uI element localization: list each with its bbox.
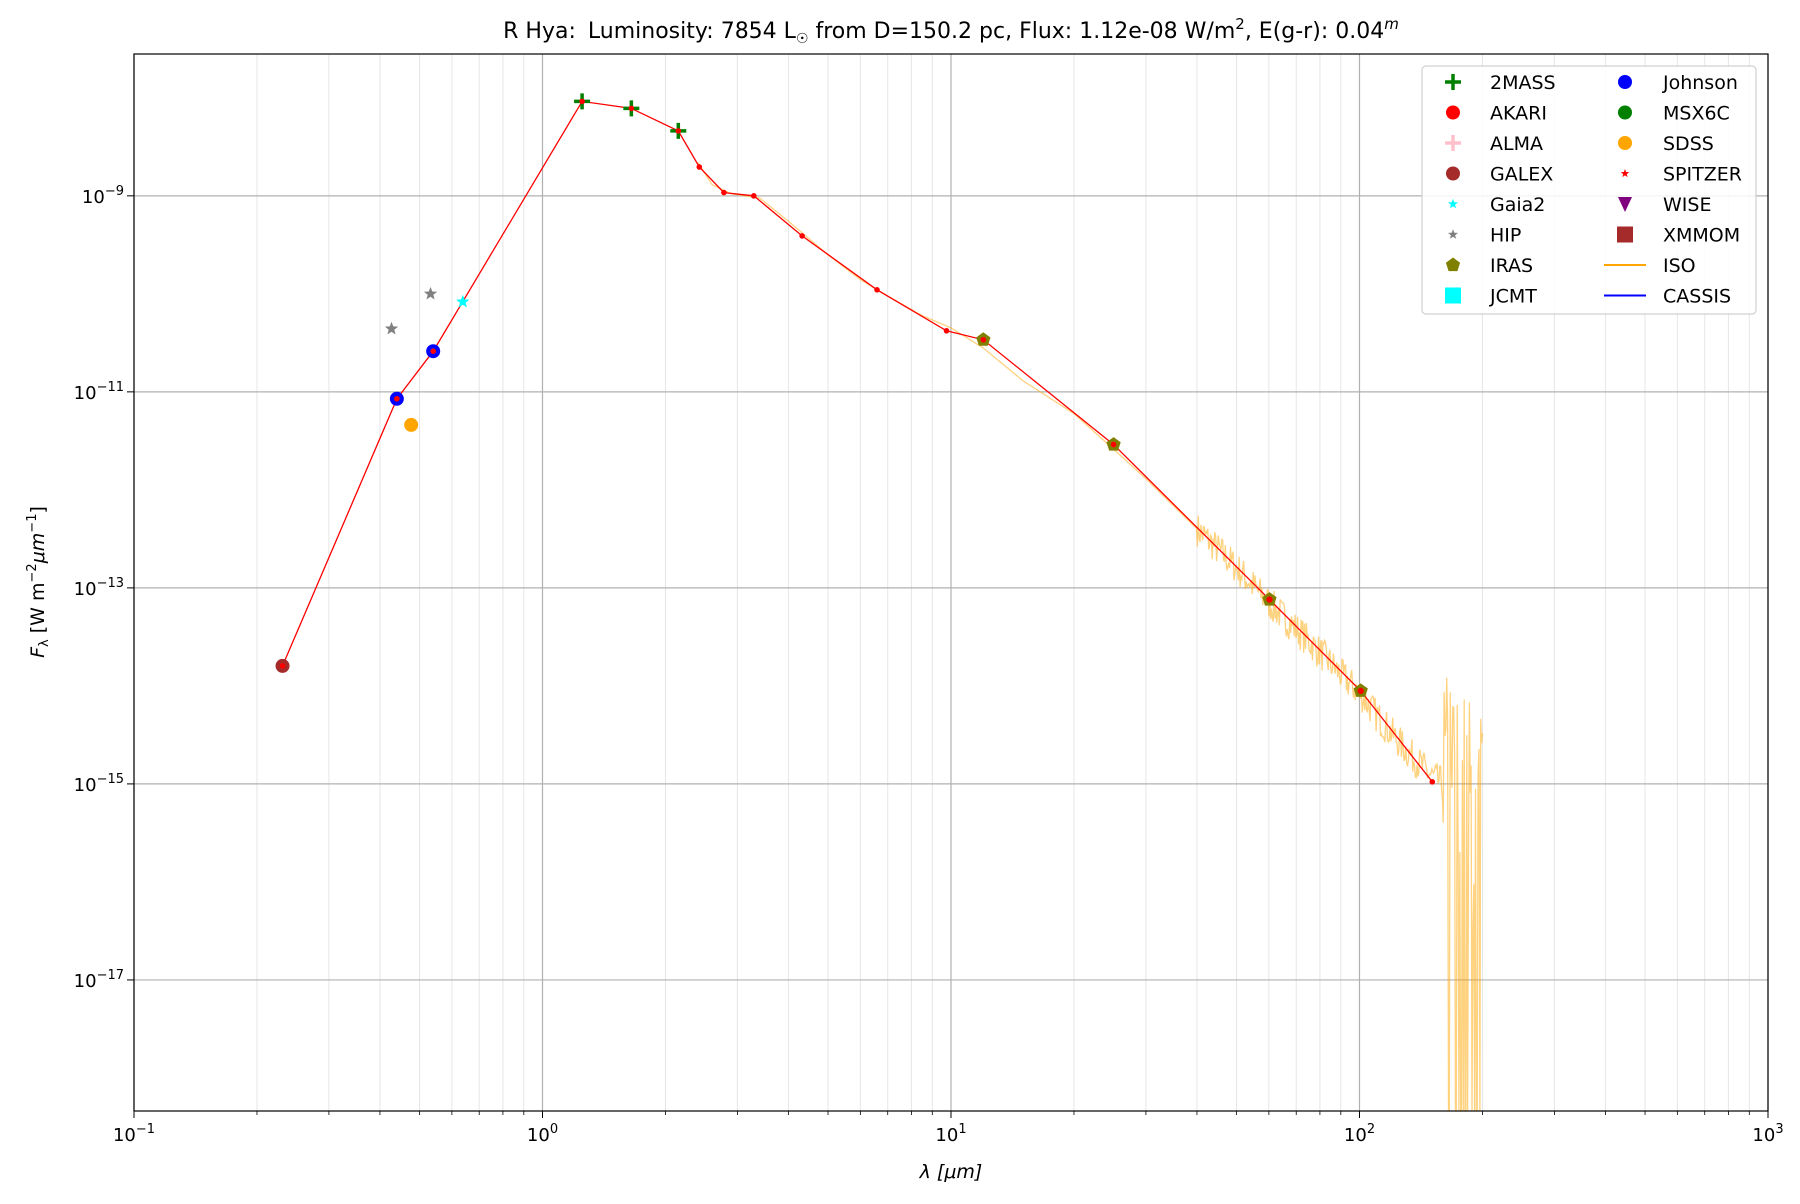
sed-line-vertex — [394, 395, 400, 402]
legend-label-cassis: CASSIS — [1663, 286, 1731, 308]
iso-spectrum-line — [697, 161, 1484, 1112]
legend-label-hip: HIP — [1490, 225, 1521, 247]
sed-line-vertex — [750, 193, 757, 199]
sed-line-vertex — [943, 327, 950, 334]
sed-line-vertex — [1266, 596, 1273, 603]
sed-line-vertex — [696, 164, 703, 170]
legend-label-johnson: Johnson — [1662, 72, 1738, 94]
y-axis-label: Fλ [W m−2μm−1] — [25, 506, 52, 658]
legend-marker-sdss — [1618, 136, 1632, 150]
legend: 2MASS AKARI ALMA GALEX Gaia2 HIP IRAS JCMT Johns… — [1421, 65, 1757, 315]
legend-label-xmmom: XMMOM — [1663, 225, 1740, 247]
legend-marker-hip — [1448, 229, 1458, 239]
sed-line-vertex — [579, 98, 585, 105]
legend-label-jcmt: JCMT — [1489, 286, 1537, 308]
y-tick-label: 10−15 — [74, 772, 124, 796]
y-tick-label: 10−13 — [74, 576, 124, 600]
y-tick-label: 10−17 — [74, 968, 124, 992]
sed-line-vertex — [1357, 688, 1364, 694]
x-tick-label: 102 — [1344, 1122, 1375, 1146]
x-axis-label: λ [μm] — [919, 1161, 983, 1183]
legend-label-spitzer: SPITZER — [1663, 164, 1742, 186]
y-tick-label: 10−9 — [82, 184, 124, 208]
sed-line-vertex — [980, 336, 987, 343]
legend-label-sdss: SDSS — [1663, 133, 1714, 155]
legend-label-gaia2: Gaia2 — [1490, 194, 1545, 216]
sed-line-vertex — [279, 663, 286, 669]
legend-marker-alma-shape — [1445, 135, 1461, 151]
legend-marker-alma — [1445, 135, 1461, 151]
sed-line-vertex — [799, 233, 805, 239]
legend-label-alma: ALMA — [1490, 133, 1543, 155]
axis-ticks: 10−1 100 101 102 103 10−9 10−11 10−13 10−15 10−17 — [74, 184, 1784, 1146]
sed-line-vertex — [675, 128, 682, 134]
legend-label-iso: ISO — [1663, 255, 1696, 277]
legend-marker-2mass-shape — [1445, 74, 1461, 90]
legend-marker-iras — [1445, 257, 1461, 272]
legend-marker-johnson — [1618, 75, 1632, 89]
y-tick-label: 10−11 — [74, 380, 124, 404]
data-point-hip — [384, 321, 399, 335]
legend-box — [1421, 65, 1757, 315]
sed-line-vertex — [874, 286, 880, 293]
sed-line-vertex — [430, 348, 436, 354]
legend-label-iras: IRAS — [1490, 255, 1533, 277]
legend-marker-msx6c — [1618, 105, 1632, 120]
sed-line — [281, 100, 1433, 783]
legend-marker-jcmt — [1445, 287, 1461, 304]
legend-label-akari: AKARI — [1490, 103, 1547, 125]
legend-label-wise: WISE — [1663, 194, 1711, 216]
legend-marker-akari — [1446, 105, 1460, 120]
data-point-hip — [423, 286, 438, 300]
x-tick-label: 101 — [935, 1122, 966, 1146]
chart-title: R Hya: Luminosity: 7854 L☉ from D=150.2 p… — [503, 15, 1399, 47]
sed-line-vertex — [721, 189, 727, 196]
legend-marker-2mass — [1445, 74, 1461, 90]
x-tick-label: 103 — [1752, 1122, 1783, 1146]
data-point-sdss — [404, 417, 419, 432]
sed-line-vertex — [1110, 441, 1117, 448]
legend-marker-wise — [1618, 197, 1632, 212]
legend-marker-spitzer — [1620, 169, 1630, 178]
legend-marker-galex — [1446, 166, 1460, 181]
legend-label-msx6c: MSX6C — [1663, 103, 1730, 125]
x-tick-label: 100 — [527, 1122, 558, 1146]
plot-area — [275, 93, 1484, 1112]
legend-label-galex: GALEX — [1490, 164, 1553, 186]
legend-marker-xmmom — [1617, 226, 1633, 243]
sed-line-vertex — [1429, 779, 1436, 785]
legend-label-2mass: 2MASS — [1490, 72, 1556, 94]
data-point-gaia2 — [456, 294, 470, 308]
sed-line-vertex — [628, 105, 635, 112]
legend-marker-gaia2 — [1448, 198, 1458, 209]
x-tick-label: 10−1 — [113, 1122, 155, 1146]
